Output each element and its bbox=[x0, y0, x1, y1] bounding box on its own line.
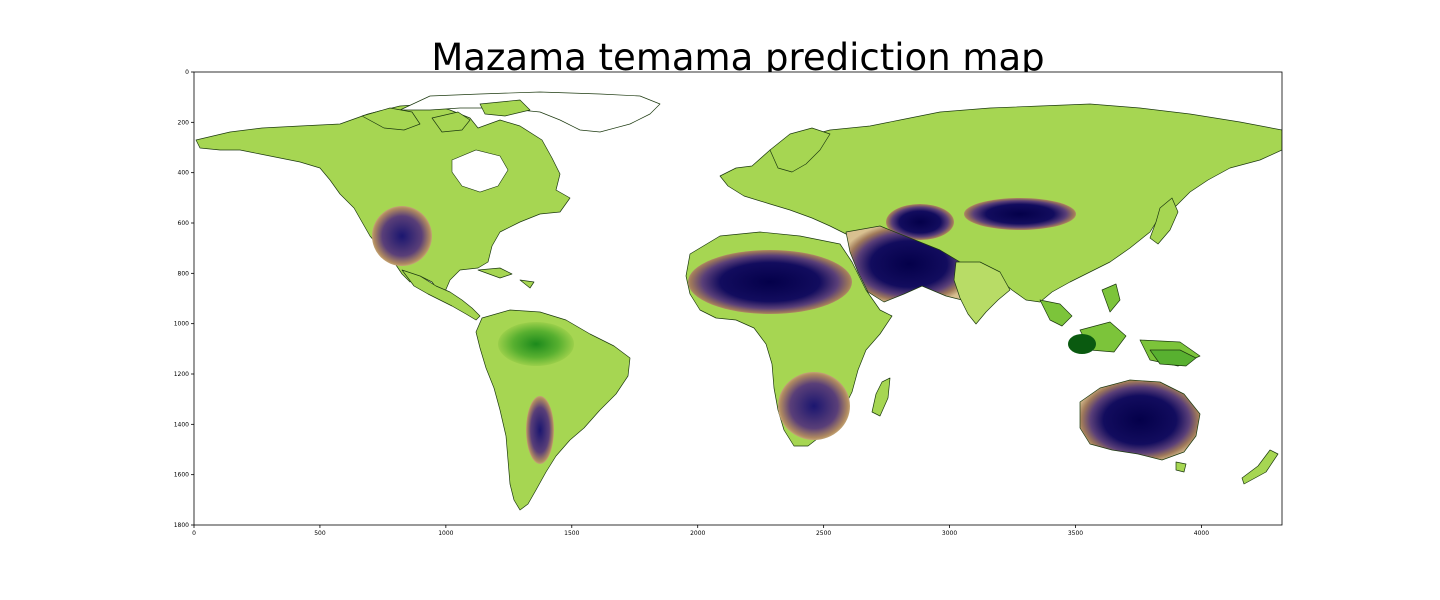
y-tick-label: 0 bbox=[185, 69, 189, 76]
x-tick-label: 2500 bbox=[816, 530, 831, 537]
y-tick-label: 1800 bbox=[174, 522, 189, 529]
desert-southwest-us bbox=[372, 206, 432, 266]
map-plot-area: 0 500 1000 1500 2000 2500 3000 3500 4000 0 200 400… bbox=[174, 69, 1283, 537]
y-tick-label: 200 bbox=[178, 119, 190, 126]
x-tick-label: 4000 bbox=[1194, 530, 1209, 537]
y-tick-label: 1600 bbox=[174, 472, 189, 479]
landmass-central-america bbox=[401, 269, 481, 321]
y-tick-label: 1200 bbox=[174, 371, 189, 378]
landmass-southeast-asia bbox=[1039, 283, 1201, 367]
landmass-japan bbox=[1149, 197, 1179, 245]
desert-kalahari bbox=[778, 372, 850, 440]
y-tick-label: 1400 bbox=[174, 421, 189, 428]
y-axis: 0 200 400 600 800 1000 1200 1400 1600 1800 bbox=[174, 69, 194, 529]
landmass-new-guinea bbox=[1149, 349, 1197, 367]
x-axis: 0 500 1000 1500 2000 2500 3000 3500 4000 bbox=[192, 525, 1209, 537]
x-tick-label: 500 bbox=[314, 530, 326, 537]
landmass-tasmania bbox=[1175, 461, 1187, 473]
landmass-caribbean bbox=[477, 267, 535, 289]
landmass-new-zealand bbox=[1241, 449, 1279, 485]
x-tick-label: 3500 bbox=[1068, 530, 1083, 537]
x-tick-label: 0 bbox=[192, 530, 196, 537]
x-tick-label: 1000 bbox=[438, 530, 453, 537]
landmass-arabia bbox=[845, 225, 973, 303]
landmass-india bbox=[953, 261, 1011, 325]
desert-sahara bbox=[688, 250, 852, 314]
x-tick-label: 2000 bbox=[690, 530, 705, 537]
plot-frame bbox=[193, 71, 1283, 526]
x-tick-label: 1500 bbox=[564, 530, 579, 537]
desert-caspian bbox=[886, 204, 954, 240]
forest-borneo bbox=[1068, 334, 1096, 354]
desert-patagonia bbox=[526, 396, 554, 464]
landmass-arctic-islands bbox=[361, 99, 531, 133]
hudson-bay bbox=[451, 149, 509, 193]
y-tick-label: 800 bbox=[178, 270, 190, 277]
y-tick-label: 600 bbox=[178, 220, 190, 227]
landmass-scandinavia bbox=[769, 127, 831, 173]
landmasses bbox=[195, 91, 1282, 511]
landmass-australia bbox=[1079, 379, 1201, 461]
y-tick-label: 1000 bbox=[174, 321, 189, 328]
y-tick-label: 400 bbox=[178, 170, 190, 177]
desert-central-asia bbox=[964, 198, 1076, 230]
forest-amazon bbox=[498, 322, 574, 366]
x-tick-label: 3000 bbox=[942, 530, 957, 537]
landmass-madagascar bbox=[871, 377, 891, 417]
